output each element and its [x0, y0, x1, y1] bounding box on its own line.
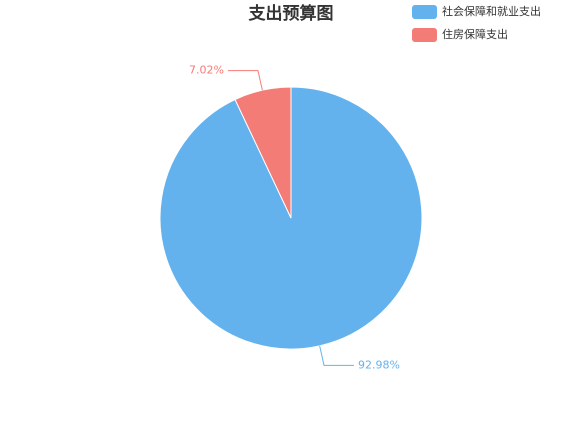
label-line [227, 70, 263, 91]
data-label: 7.02% [189, 64, 224, 77]
legend-swatch [412, 28, 437, 42]
pie-slice [234, 86, 292, 219]
data-label: 92.98% [358, 358, 400, 371]
legend-label: 社会保障和就业支出 [442, 4, 541, 18]
legend-swatch [412, 5, 437, 19]
chart-title: 支出预算图 [249, 3, 334, 24]
label-line [319, 345, 355, 366]
legend-label: 住房保障支出 [442, 27, 508, 41]
